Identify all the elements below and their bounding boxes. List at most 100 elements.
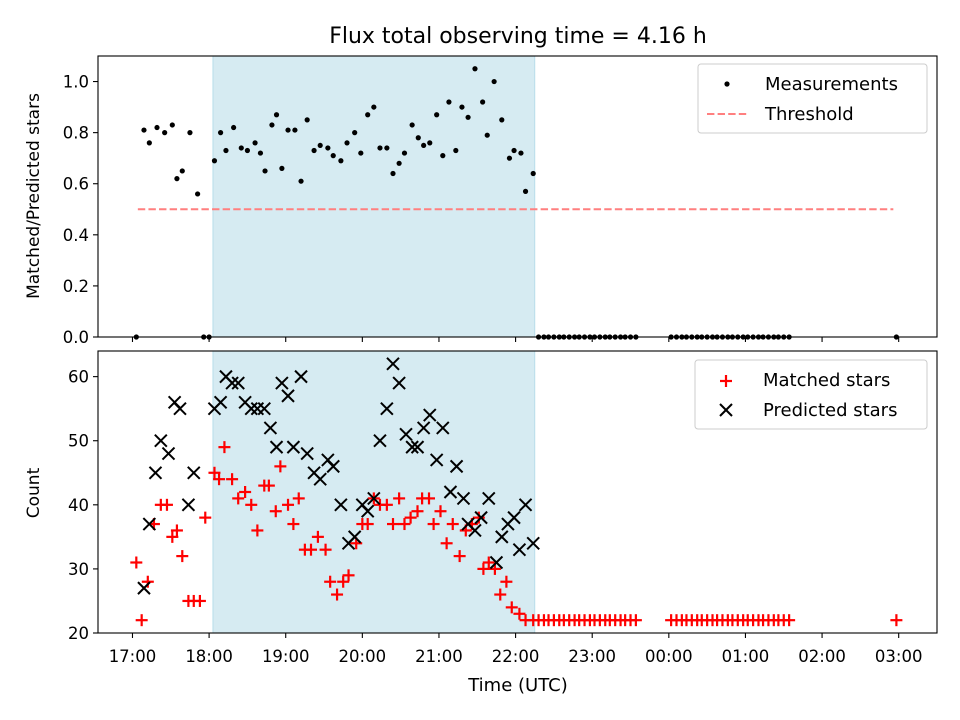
measurement-point xyxy=(257,150,264,156)
bottom-legend: Matched stars Predicted stars xyxy=(694,359,928,430)
matched-star-point xyxy=(477,562,490,575)
legend-measurements-label: Measurements xyxy=(765,74,898,95)
matched-star-point xyxy=(331,588,344,601)
bottom-x-tick-label: 02:00 xyxy=(798,647,846,666)
predicted-star-point xyxy=(231,376,245,390)
measurement-point xyxy=(421,142,427,149)
bottom-x-tick-label: 23:00 xyxy=(568,647,616,666)
measurement-point xyxy=(530,170,536,177)
matched-star-point xyxy=(166,530,179,543)
matched-star-point xyxy=(141,575,154,588)
measurement-point xyxy=(317,142,323,149)
predicted-star-point xyxy=(474,510,488,525)
matched-star-point xyxy=(446,518,459,531)
matched-star-point xyxy=(337,575,350,588)
bottom-x-tick-label: 21:00 xyxy=(415,647,463,666)
predicted-star-point xyxy=(181,498,196,512)
measurement-point xyxy=(453,147,459,154)
measurement-point xyxy=(223,147,229,154)
measurement-point xyxy=(465,114,471,120)
predicted-star-point xyxy=(468,523,482,538)
bottom-x-tick-label: 18:00 xyxy=(185,647,233,666)
matched-star-point xyxy=(311,530,324,543)
matched-star-point xyxy=(342,569,355,582)
measurement-point xyxy=(491,78,497,85)
predicted-star-point xyxy=(173,401,187,416)
predicted-star-point xyxy=(405,440,419,454)
chart-title: Flux total observing time = 4.16 h xyxy=(329,24,707,49)
predicted-star-point xyxy=(386,357,400,371)
matched-star-point xyxy=(427,518,440,531)
bottom-x-tick-label: 19:00 xyxy=(262,647,310,666)
measurement-point xyxy=(262,168,268,174)
matched-star-point xyxy=(176,550,189,563)
top-y-tick-label: 0.4 xyxy=(63,226,89,245)
predicted-star-point xyxy=(313,472,327,486)
bottom-y-axis: 20 30 40 50 60 xyxy=(68,368,98,643)
matched-star-point xyxy=(213,473,226,486)
legend-predicted-label: Predicted stars xyxy=(763,400,897,421)
matched-star-point xyxy=(482,556,495,569)
measurement-point xyxy=(352,130,358,136)
predicted-star-point xyxy=(416,421,431,435)
top-y-tick-label: 1.0 xyxy=(63,73,89,92)
measurement-point xyxy=(285,127,291,133)
top-panel: 0.0 0.2 0.4 0.6 0.8 1.0 Flux total observing … xyxy=(24,24,938,347)
predicted-star-point xyxy=(399,427,413,442)
predicted-star-point xyxy=(137,581,151,595)
measurement-point xyxy=(187,130,193,136)
bottom-x-axis: 17:00 18:00 19:00 20:00 21:00 22:00 23:00 00:00… xyxy=(109,633,922,666)
bottom-y-tick-label: 50 xyxy=(68,432,89,451)
measurement-point xyxy=(231,124,237,131)
measurement-point xyxy=(511,147,517,154)
measurement-point xyxy=(390,170,396,177)
matched-star-point xyxy=(135,614,148,627)
predicted-star-point xyxy=(263,421,278,435)
legend-measurements-marker xyxy=(724,81,730,87)
measurement-point xyxy=(415,135,421,141)
matched-star-point xyxy=(500,575,513,588)
predicted-star-point xyxy=(244,401,258,416)
predicted-star-point xyxy=(482,491,496,506)
bottom-y-tick-label: 20 xyxy=(68,624,89,643)
matched-star-point xyxy=(218,441,231,454)
predicted-star-point xyxy=(507,510,521,525)
predicted-star-point xyxy=(294,369,308,384)
predicted-star-point xyxy=(429,453,444,467)
bottom-y-tick-label: 60 xyxy=(68,368,89,387)
measurement-point xyxy=(154,124,160,131)
predicted-star-points xyxy=(137,357,540,595)
bottom-shaded-region xyxy=(212,350,536,634)
matched-star-point xyxy=(262,479,275,492)
predicted-star-point xyxy=(367,491,381,506)
predicted-star-point xyxy=(334,498,348,512)
matched-star-point xyxy=(245,498,258,511)
predicted-star-point xyxy=(512,542,527,557)
matched-star-point xyxy=(199,511,212,524)
predicted-star-point xyxy=(142,517,157,531)
measurement-point xyxy=(434,112,440,118)
top-shaded-region xyxy=(212,55,536,338)
predicted-star-point xyxy=(360,504,375,518)
measurement-point xyxy=(371,104,377,110)
measurement-point xyxy=(440,153,446,159)
measurement-point xyxy=(472,66,478,72)
matched-star-points xyxy=(130,441,903,627)
measurement-point xyxy=(273,112,280,118)
measurement-point xyxy=(325,145,331,151)
top-y-tick-label: 0.6 xyxy=(63,175,89,194)
measurement-point xyxy=(459,104,465,110)
predicted-star-point xyxy=(257,401,271,416)
top-y-axis-label: Matched/Predicted stars xyxy=(24,93,44,299)
measurement-point xyxy=(174,176,180,182)
predicted-star-point xyxy=(526,536,540,550)
predicted-star-point xyxy=(148,466,163,480)
x-axis-label: Time (UTC) xyxy=(467,675,568,696)
measurement-point xyxy=(506,155,513,161)
measurement-point xyxy=(446,99,452,105)
measurement-point xyxy=(179,168,185,174)
matched-star-point xyxy=(269,505,282,518)
matched-star-point xyxy=(305,543,318,556)
top-y-axis: 0.0 0.2 0.4 0.6 0.8 1.0 xyxy=(63,73,98,347)
predicted-star-point xyxy=(269,440,284,454)
